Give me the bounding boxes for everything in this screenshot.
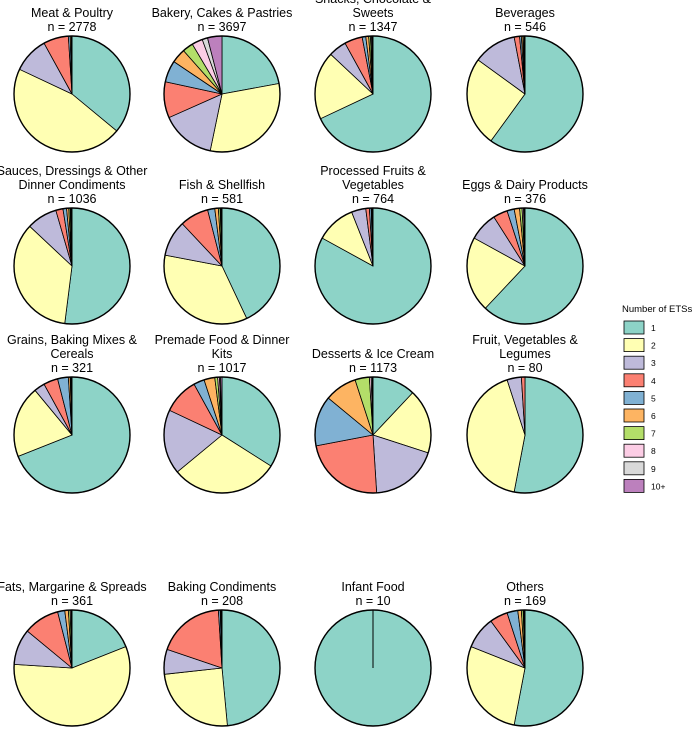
panel-title-label: Cereals <box>50 347 93 361</box>
panel-count-label: n = 10 <box>355 594 390 608</box>
pie-outline <box>163 376 281 494</box>
panel-title-label: Grains, Baking Mixes & <box>7 333 138 347</box>
pie-outline <box>314 35 432 153</box>
pie-outline <box>163 207 281 325</box>
panel-title-label: Sauces, Dressings & Other <box>0 164 147 178</box>
panel-title-label: Meat & Poultry <box>31 6 114 20</box>
panel-title-label: Beverages <box>495 6 555 20</box>
panel-count-label: n = 376 <box>504 192 546 206</box>
panel-title-label: Fruit, Vegetables & <box>472 333 578 347</box>
panel-title-label: Legumes <box>499 347 550 361</box>
panel-title-label: Eggs & Dairy Products <box>462 178 588 192</box>
pie-outline <box>13 609 131 727</box>
pie-slice-1 <box>64 207 131 325</box>
panel-title-label: Others <box>506 580 544 594</box>
pie-outline <box>314 207 432 325</box>
legend-label: 8 <box>651 446 656 456</box>
pie-outline <box>466 609 584 727</box>
legend-title: Number of ETSs <box>622 304 692 315</box>
pie-outline <box>13 376 131 494</box>
pie-outline <box>13 207 131 325</box>
pie-outline <box>163 609 281 727</box>
pie-outline <box>466 35 584 153</box>
panel-title-label: Kits <box>212 347 233 361</box>
panel-count-label: n = 169 <box>504 594 546 608</box>
panel-title-label: Baking Condiments <box>168 580 276 594</box>
panel-title-label: Bakery, Cakes & Pastries <box>152 6 293 20</box>
panel-count-label: n = 546 <box>504 20 546 34</box>
panel-title-label: Sweets <box>353 6 394 20</box>
panel-title-label: Snacks, Chocolate & <box>315 0 432 6</box>
legend-key-8 <box>623 443 645 458</box>
panel-title-label: Processed Fruits & <box>320 164 426 178</box>
legend-key-10+ <box>623 478 645 493</box>
panel-count-label: n = 1017 <box>197 361 246 375</box>
panel-title-label: Fats, Margarine & Spreads <box>0 580 147 594</box>
panel-title-label: Dinner Condiments <box>19 178 126 192</box>
panel-count-label: n = 361 <box>51 594 93 608</box>
legend-key-3 <box>623 355 645 370</box>
panel-title-label: Fish & Shellfish <box>179 178 265 192</box>
legend-key-6 <box>623 408 645 423</box>
panel-title-label: Infant Food <box>341 580 404 594</box>
legend-label: 7 <box>651 429 656 439</box>
panel-count-label: n = 321 <box>51 361 93 375</box>
panel-count-label: n = 1173 <box>349 361 397 375</box>
legend-label: 6 <box>651 411 656 421</box>
legend-label: 10+ <box>651 481 665 491</box>
panel-count-label: n = 764 <box>352 192 394 206</box>
panel-count-label: n = 80 <box>507 361 542 375</box>
legend-key-5 <box>623 390 645 405</box>
legend-label: 2 <box>651 341 656 351</box>
legend-label: 9 <box>651 464 656 474</box>
legend-key-2 <box>623 338 645 353</box>
legend: Number of ETSs 1 2 3 4 5 6 7 8 9 10+ <box>622 304 692 493</box>
legend-label: 4 <box>651 376 656 386</box>
legend-key-7 <box>623 426 645 441</box>
pie-outline <box>314 609 432 727</box>
pie-outline <box>466 376 584 494</box>
legend-label: 3 <box>651 358 656 368</box>
pie-outline <box>466 207 584 325</box>
pie-outline <box>314 376 432 494</box>
panel-title-label: Premade Food & Dinner <box>155 333 290 347</box>
panel-title-label: Desserts & Ice Cream <box>312 347 434 361</box>
pie-outline <box>13 35 131 153</box>
panel-count-label: n = 208 <box>201 594 243 608</box>
legend-label: 5 <box>651 393 656 403</box>
legend-key-9 <box>623 461 645 476</box>
legend-key-1 <box>623 320 645 335</box>
panel-count-label: n = 3697 <box>197 20 246 34</box>
panel-count-label: n = 1347 <box>348 20 397 34</box>
panel-count-label: n = 1036 <box>47 192 96 206</box>
panel-count-label: n = 581 <box>201 192 243 206</box>
pie-outline <box>163 35 281 153</box>
panel-count-label: n = 2778 <box>47 20 96 34</box>
pie-slice-1 <box>221 609 281 727</box>
legend-key-4 <box>623 373 645 388</box>
panel-title-label: Vegetables <box>342 178 404 192</box>
pie-slice-2 <box>163 667 228 727</box>
legend-label: 1 <box>651 323 656 333</box>
